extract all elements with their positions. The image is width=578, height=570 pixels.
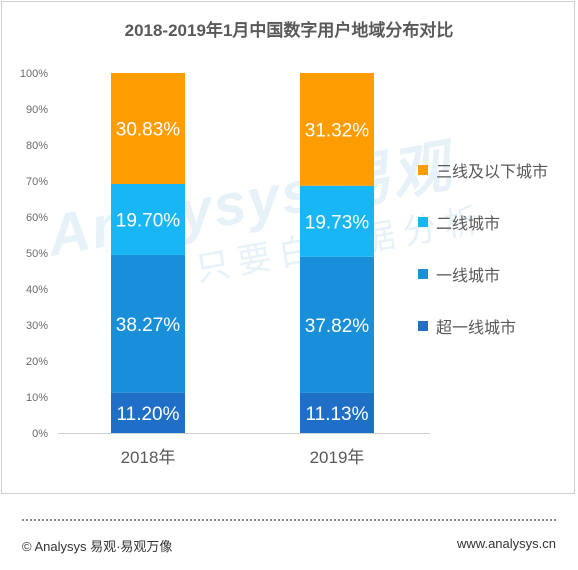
y-tick-label: 90% bbox=[26, 104, 48, 116]
data-label: 38.27% bbox=[116, 315, 181, 336]
legend-item: 一线城市 bbox=[418, 264, 548, 285]
bar-segment bbox=[111, 254, 185, 393]
y-tick-label: 40% bbox=[26, 284, 48, 296]
legend-swatch bbox=[418, 321, 428, 331]
bar-segment bbox=[111, 73, 185, 184]
bar-segment bbox=[300, 73, 374, 186]
y-tick-label: 80% bbox=[26, 140, 48, 152]
y-tick-label: 70% bbox=[26, 176, 48, 188]
bar-segment bbox=[111, 183, 185, 255]
legend-item: 超一线城市 bbox=[418, 316, 548, 337]
bar-segment bbox=[300, 392, 374, 433]
y-tick-label: 30% bbox=[26, 320, 48, 332]
legend-item: 三线及以下城市 bbox=[418, 160, 549, 181]
data-label: 30.83% bbox=[116, 119, 181, 140]
footer-website: www.analysys.cn bbox=[457, 536, 556, 551]
data-label: 37.82% bbox=[305, 316, 370, 337]
footer-copyright: © Analysys 易观·易观万像 bbox=[22, 539, 173, 554]
legend-swatch bbox=[418, 165, 428, 175]
chart-title: 2018-2019年1月中国数字用户地域分布对比 bbox=[124, 21, 454, 40]
legend-swatch bbox=[418, 269, 428, 279]
stacked-bar-chart: 0% 10% 20% 30% 40% 50% 60% 70% 80% 90% 100% 11.20% 3… bbox=[20, 68, 430, 467]
bar-segment bbox=[300, 256, 374, 393]
footer-divider bbox=[22, 519, 556, 521]
legend-label: 三线及以下城市 bbox=[436, 164, 549, 181]
chart-frame bbox=[1, 1, 575, 494]
data-label: 11.13% bbox=[305, 404, 368, 425]
bar-segment bbox=[111, 392, 185, 433]
data-label: 19.73% bbox=[305, 212, 370, 233]
legend-item: 二线城市 bbox=[418, 212, 548, 233]
bar-segment bbox=[300, 185, 374, 257]
y-tick-label: 50% bbox=[26, 248, 48, 260]
y-tick-label: 20% bbox=[26, 356, 48, 368]
legend-label: 二线城市 bbox=[436, 216, 501, 233]
legend-swatch bbox=[418, 217, 428, 227]
y-tick-label: 10% bbox=[26, 392, 48, 404]
data-label: 31.32% bbox=[305, 120, 370, 141]
y-tick-label: 0% bbox=[32, 428, 48, 440]
x-tick-label: 2018年 bbox=[121, 448, 176, 467]
y-tick-label: 100% bbox=[20, 68, 48, 80]
data-label: 19.70% bbox=[116, 210, 181, 231]
legend: 三线及以下城市 二线城市一线城市超一线城市 bbox=[418, 160, 548, 368]
data-label: 11.20% bbox=[116, 404, 179, 425]
x-tick-label: 2019年 bbox=[310, 448, 365, 467]
y-tick-label: 60% bbox=[26, 212, 48, 224]
legend-label: 超一线城市 bbox=[436, 320, 517, 337]
legend-label: 一线城市 bbox=[436, 268, 501, 285]
